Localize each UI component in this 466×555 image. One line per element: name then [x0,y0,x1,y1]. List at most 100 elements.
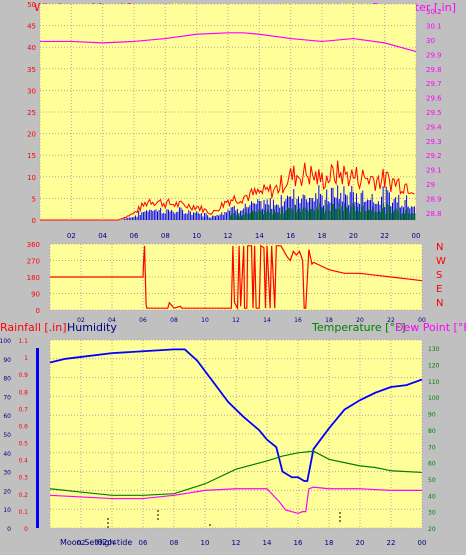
dir-ytick: 180 [27,274,40,282]
dir-ytick: 90 [31,291,40,299]
rainfall-bar [36,348,39,528]
humidity-xtick: 14 [263,539,272,547]
moon-set-label: Moon Set02 [60,538,108,547]
wind-ytick: 50 [27,1,36,9]
rain-ytick: 1.1 [18,338,28,345]
temp-ytick: 60 [428,461,436,468]
humidity-ytick: 20 [3,488,11,495]
compass-label: W [436,256,446,267]
wind-ytick: 10 [27,174,36,182]
temp-ytick: 110 [428,379,440,386]
humidity-ytick: 40 [3,451,11,458]
wind-xtick: 20 [349,232,358,240]
dir-xtick: 22 [387,317,395,324]
direction-grid [49,243,423,311]
compass-label: E [436,284,442,295]
wind-ytick: 0 [32,217,36,225]
wind-ytick: 15 [27,152,36,160]
humidity-ytick: 100 [0,338,11,345]
temp-ytick: 120 [428,363,440,370]
baro-ytick: 30.2 [426,8,442,16]
humidity-xtick: 10 [201,539,210,547]
humidity-ytick: 50 [3,432,11,439]
wind-ytick: 5 [32,195,36,203]
baro-ytick: 28.9 [426,195,442,203]
dir-xtick: 18 [325,317,333,324]
wind-xtick: 08 [161,232,170,240]
baro-ytick: 29.1 [426,167,442,175]
temp-ytick: 40 [428,493,436,500]
baro-ytick: 30.1 [426,23,442,31]
temp-ytick: 30 [428,510,436,517]
wind-xtick: 18 [318,232,327,240]
rain-ytick: 0 [24,526,28,533]
rain-ytick: 0.6 [18,423,28,430]
wind-ytick: 45 [27,23,36,31]
rainfall-title: Rainfall [.in] [0,321,67,334]
rain-ytick: 0.4 [18,458,28,465]
wind-xtick: 16 [286,232,295,240]
dir-xtick: 20 [356,317,364,324]
temp-ytick: 90 [428,412,436,419]
rain-ytick: 1 [24,355,28,362]
humidity-line [49,348,423,482]
baro-ytick: 29.3 [426,138,442,146]
high-tide-label: High tide [96,538,132,547]
wind-xtick: 02 [67,232,76,240]
humidity-ytick: 80 [3,376,11,383]
humidity-xtick: 20 [356,539,365,547]
temperature-line [49,450,423,496]
wind-direction-line [50,244,423,311]
barometer-line [40,32,417,53]
dir-xtick: 04 [108,317,116,324]
temperature-title: Temperature [°F] [311,321,406,334]
baro-ytick: 29.2 [426,152,442,160]
rain-ytick: 0.8 [18,389,28,396]
wind-xtick: 00 [412,232,421,240]
rain-ytick: 0.1 [18,509,28,516]
humidity-ytick: 90 [3,357,11,364]
baro-ytick: 29.6 [426,95,442,103]
baro-ytick: 29.8 [426,66,442,74]
wind-xtick: 10 [192,232,201,240]
humidity-xtick: 06 [139,539,148,547]
humidity-xtick: 08 [170,539,179,547]
wind-ytick: 35 [27,66,36,74]
dir-xtick: 14 [263,317,271,324]
temp-ytick: 50 [428,477,436,484]
dir-ytick: 270 [27,258,40,266]
temp-ytick: 130 [428,346,440,353]
humidity-ytick: 30 [3,470,11,477]
humidity-xtick: 12 [232,539,241,547]
rain-ytick: 0.9 [18,372,28,379]
wind-ytick: 25 [27,109,36,117]
rain-ytick: 0.7 [18,406,28,413]
rain-ytick: 0.2 [18,492,28,499]
dir-xtick: 06 [139,317,147,324]
dewpoint-line [49,486,422,514]
rainfall-bar-track [30,340,35,528]
humidity-ytick: 70 [3,394,11,401]
dir-xtick: 00 [418,317,426,324]
gust-envelope-line [40,160,415,221]
rain-ytick: 0.5 [18,441,28,448]
wind-xtick: 14 [255,232,264,240]
temp-ytick: 80 [428,428,436,435]
dir-ytick: 360 [27,241,40,249]
humidity-xtick: 16 [294,539,303,547]
wind-bars [122,185,416,220]
humidity-ytick: 0 [7,526,11,533]
humidity-ytick: 60 [3,413,11,420]
temp-ytick: 70 [428,444,436,451]
rain-ytick: 0.3 [18,475,28,482]
baro-ytick: 29.4 [426,123,442,131]
wind-ytick: 40 [27,44,36,52]
dir-xtick: 16 [294,317,302,324]
dewpoint-title: Dew Point [°F] [395,321,466,334]
baro-ytick: 29.5 [426,109,442,117]
wind-grid [39,3,417,221]
temp-ytick: 100 [428,395,440,402]
baro-ytick: 29.7 [426,80,442,88]
